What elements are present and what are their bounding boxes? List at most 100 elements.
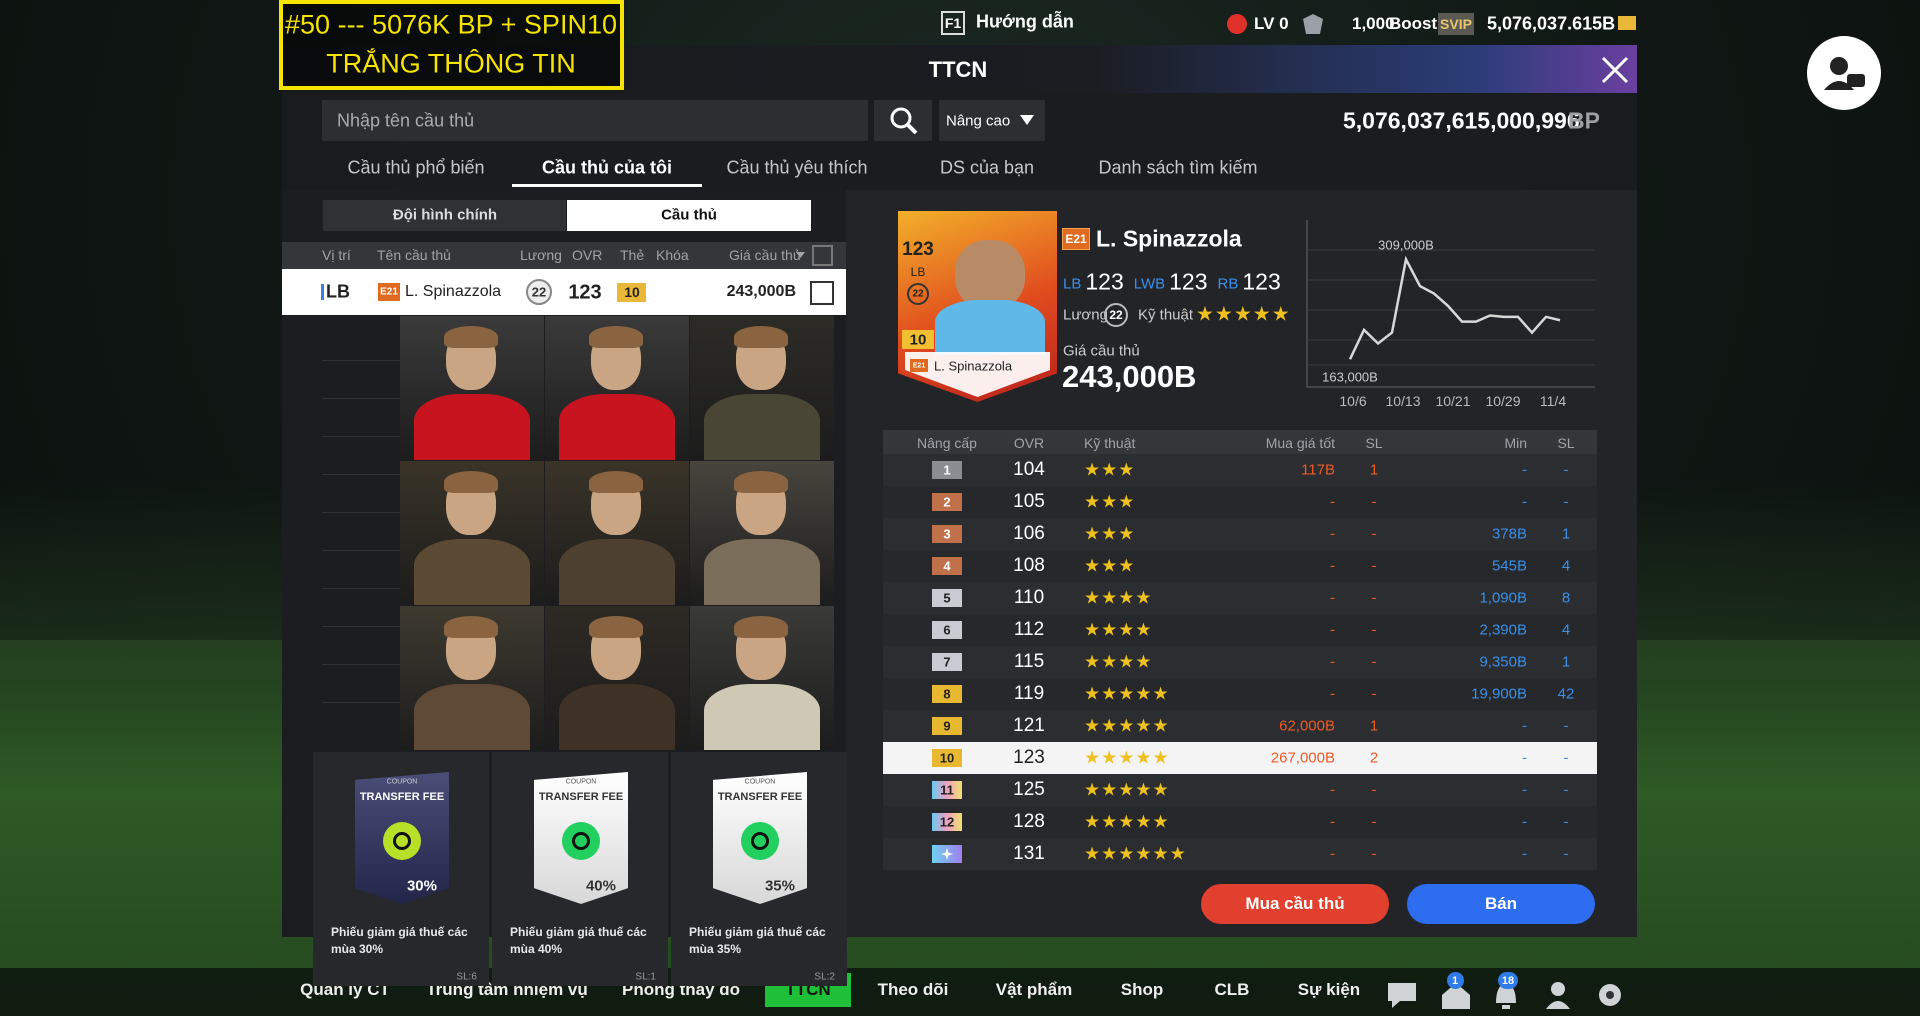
coupon-count: SL:1 bbox=[635, 971, 656, 983]
balance: 5,076,037.615B bbox=[1487, 13, 1616, 34]
upgrade-stars: ★★★★ bbox=[1084, 619, 1153, 640]
pos-bar bbox=[321, 284, 324, 300]
buy-price: - bbox=[1330, 813, 1335, 831]
f1-label: F1 bbox=[944, 15, 962, 31]
sell-button[interactable] bbox=[1407, 884, 1595, 924]
salary-badge bbox=[526, 279, 552, 305]
upgrade-header: Mua giá tốt bbox=[1265, 435, 1335, 451]
chart-annotation: 309,000B bbox=[1378, 237, 1434, 252]
nav-item[interactable]: Vật phẩm bbox=[995, 980, 1073, 999]
subtab-inactive[interactable] bbox=[323, 200, 566, 231]
upgrade-header: Nâng cấp bbox=[917, 435, 977, 451]
coupon-description: Phiếu giảm giá thuế các mùa 30% bbox=[331, 925, 468, 956]
row-line bbox=[322, 702, 400, 703]
x-tick-label: 11/4 bbox=[1540, 393, 1566, 409]
buy-count: - bbox=[1371, 557, 1377, 575]
row-line bbox=[322, 474, 400, 475]
coupon-top: COUPON bbox=[386, 778, 418, 786]
buy-count: - bbox=[1371, 589, 1377, 607]
position-code: LB bbox=[1063, 275, 1082, 293]
tab[interactable]: Cầu thủ của tôi bbox=[542, 157, 672, 178]
min-price: - bbox=[1522, 493, 1527, 511]
detail-card-shirt bbox=[935, 300, 1045, 355]
photo-hair bbox=[589, 471, 643, 493]
min-price: 2,390B bbox=[1479, 621, 1527, 639]
buy-count: - bbox=[1371, 621, 1377, 639]
nav-item[interactable]: Shop bbox=[1120, 980, 1164, 999]
panel-title: TTCN bbox=[928, 57, 988, 82]
upgrade-row bbox=[883, 582, 1597, 614]
player-row[interactable] bbox=[282, 269, 846, 315]
upgrade-ovr: 131 bbox=[1013, 843, 1045, 864]
coupon-seal-mark bbox=[751, 832, 769, 850]
level-number: 9 bbox=[943, 718, 951, 734]
upgrade-ovr: 115 bbox=[1013, 651, 1045, 672]
photo-hair bbox=[589, 616, 643, 638]
upgrade-ovr: 104 bbox=[1013, 459, 1045, 480]
photo-body bbox=[704, 394, 820, 460]
dropdown-label: Nâng cao bbox=[946, 112, 1011, 130]
chart-frame bbox=[1306, 220, 1595, 388]
upgrade-row bbox=[883, 838, 1597, 870]
upgrade-header: SL bbox=[1365, 435, 1383, 451]
upgrade-row bbox=[883, 614, 1597, 646]
buy-button-label[interactable]: Mua cầu thủ bbox=[1245, 894, 1345, 913]
header-checkbox[interactable] bbox=[812, 245, 833, 266]
search-button[interactable] bbox=[874, 100, 932, 141]
nav-item[interactable]: CLB bbox=[1214, 980, 1250, 999]
tab[interactable]: DS của bạn bbox=[939, 157, 1035, 178]
sell-button-label[interactable]: Bán bbox=[1484, 894, 1518, 913]
position-ovr: 123 bbox=[1169, 268, 1208, 295]
bp-total: 5,076,037,615,000,996 bbox=[1343, 107, 1580, 134]
row-checkbox[interactable] bbox=[810, 281, 834, 305]
photo-hair bbox=[734, 471, 788, 493]
min-price: - bbox=[1522, 781, 1527, 799]
tab[interactable]: Cầu thủ yêu thích bbox=[726, 157, 868, 178]
upgrade-header: Min bbox=[1504, 435, 1527, 451]
nav-icons[interactable] bbox=[1380, 975, 1640, 1015]
skill-stars: ★★★★★ bbox=[1196, 303, 1291, 326]
subtab[interactable]: Đội hình chính bbox=[392, 206, 498, 224]
price: 243,000B bbox=[726, 283, 796, 300]
min-count: - bbox=[1563, 461, 1569, 479]
photo-hair bbox=[589, 326, 643, 348]
card-level-bg bbox=[902, 330, 934, 349]
level-number: 1 bbox=[943, 462, 951, 478]
detail-name: L. Spinazzola bbox=[1096, 225, 1242, 252]
tab[interactable]: Cầu thủ phổ biến bbox=[347, 157, 485, 178]
buy-count: 1 bbox=[1369, 461, 1379, 479]
photo-hair bbox=[734, 326, 788, 348]
upgrade-row bbox=[883, 518, 1597, 550]
min-count: - bbox=[1563, 813, 1569, 831]
min-count: 1 bbox=[1561, 525, 1571, 543]
min-price: - bbox=[1522, 845, 1527, 863]
search-placeholder: Nhập tên cầu thủ bbox=[337, 110, 475, 131]
position-ovr: 123 bbox=[1085, 268, 1124, 295]
min-count: - bbox=[1563, 749, 1569, 767]
upgrade-ovr: 123 bbox=[1013, 747, 1045, 768]
buy-price: - bbox=[1330, 557, 1335, 575]
level-number: 7 bbox=[943, 654, 951, 670]
tab[interactable]: Danh sách tìm kiếm bbox=[1098, 157, 1258, 178]
coupon-count: SL:2 bbox=[814, 971, 835, 983]
photo-body bbox=[704, 539, 820, 605]
close-button[interactable] bbox=[1600, 55, 1630, 85]
position: LB bbox=[326, 281, 350, 302]
search-input[interactable] bbox=[322, 100, 868, 141]
svip-bg bbox=[1438, 13, 1474, 35]
buy-button[interactable] bbox=[1201, 884, 1389, 924]
upgrade-stars: ★★★★★ bbox=[1084, 811, 1170, 832]
nav-item[interactable]: Theo dõi bbox=[877, 980, 949, 999]
profile-button[interactable] bbox=[1807, 36, 1881, 110]
subtab-active[interactable] bbox=[567, 200, 811, 231]
photo-body bbox=[559, 539, 675, 605]
nav-item[interactable]: Sự kiện bbox=[1297, 980, 1361, 999]
position-code: LWB bbox=[1133, 275, 1166, 293]
guide-link[interactable]: Hướng dẫn bbox=[976, 11, 1074, 32]
subtab[interactable]: Cầu thủ bbox=[661, 206, 717, 224]
level-number: 11 bbox=[940, 782, 954, 798]
buy-count: - bbox=[1371, 813, 1377, 831]
points: 1,000 bbox=[1352, 14, 1395, 33]
card-level: 10 bbox=[624, 284, 640, 300]
